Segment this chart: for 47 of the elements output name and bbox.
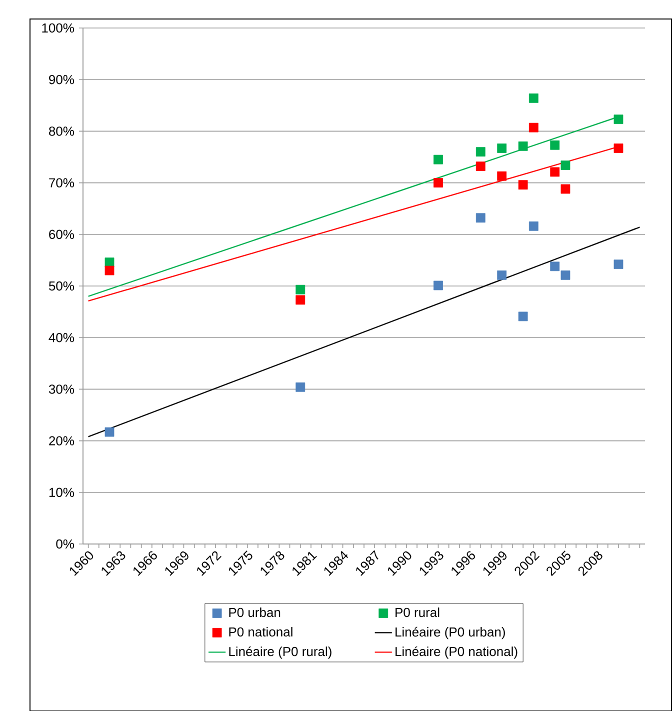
point xyxy=(296,284,306,294)
point xyxy=(560,160,570,170)
point xyxy=(434,178,443,188)
y-tick-label: 0% xyxy=(56,539,74,549)
point xyxy=(497,270,507,280)
point xyxy=(497,171,507,181)
point xyxy=(518,312,528,322)
point xyxy=(560,184,570,194)
y-tick-label: 20% xyxy=(49,436,74,446)
point xyxy=(434,154,443,164)
point xyxy=(497,144,507,153)
point xyxy=(614,114,624,124)
point xyxy=(518,180,528,190)
point xyxy=(476,147,486,157)
legend-label: P0 urban xyxy=(229,608,280,618)
point xyxy=(296,295,306,305)
point xyxy=(434,280,443,290)
point xyxy=(104,258,114,267)
y-tick-label: 80% xyxy=(49,126,74,136)
point xyxy=(296,382,306,392)
point xyxy=(476,162,486,171)
y-tick-label: 50% xyxy=(48,281,74,291)
legend-label: P0 national xyxy=(229,626,292,637)
point xyxy=(528,122,538,132)
legend-label: Linéaire (P0 national) xyxy=(396,646,518,659)
point xyxy=(518,141,528,151)
point xyxy=(528,93,538,103)
y-tick-label: 10% xyxy=(49,488,74,497)
legend-label: P0 rural xyxy=(396,608,440,618)
point xyxy=(476,213,486,223)
y-tick-label: 100% xyxy=(42,23,74,33)
y-tick-label: 60% xyxy=(49,230,74,239)
point xyxy=(550,140,560,150)
point xyxy=(528,221,538,231)
legend-label: Linéaire (P0 rural) xyxy=(229,646,332,659)
point xyxy=(560,270,570,280)
y-tick-label: 90% xyxy=(49,74,74,84)
legend-label: Linéaire (P0 urban) xyxy=(396,626,505,640)
point xyxy=(104,427,114,437)
point xyxy=(614,260,624,270)
point xyxy=(550,262,560,272)
y-tick-label: 70% xyxy=(49,178,74,188)
point xyxy=(104,266,114,276)
y-tick-label: 40% xyxy=(48,332,74,342)
point xyxy=(550,167,560,177)
y-tick-label: 30% xyxy=(48,384,74,394)
point xyxy=(614,144,624,153)
